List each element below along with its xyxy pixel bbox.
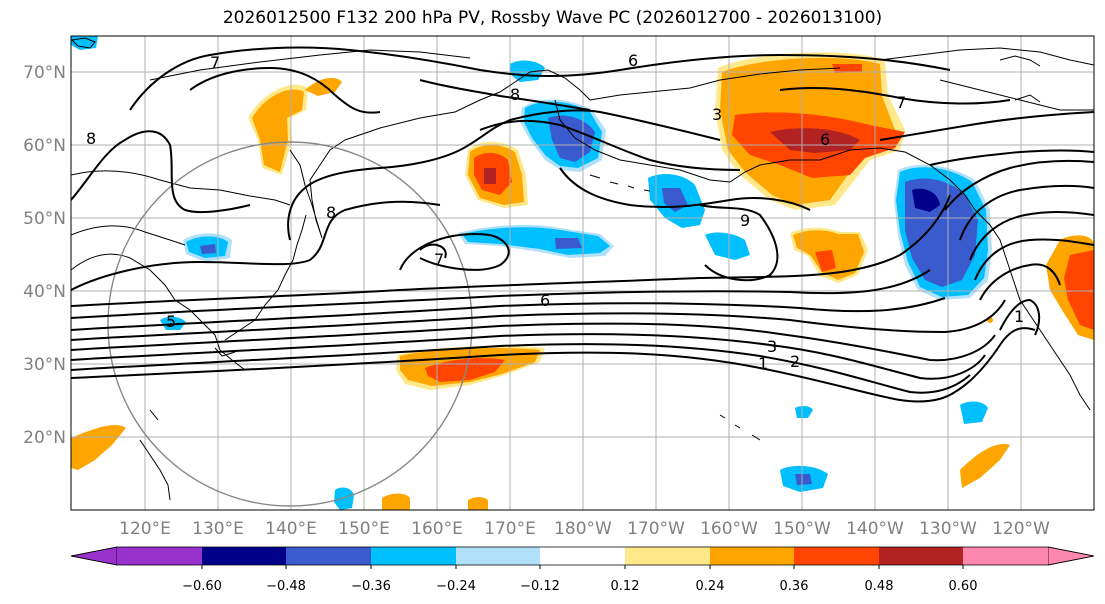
contour-label: 2 <box>790 352 800 371</box>
colorbar-segment <box>710 547 794 565</box>
contour-label: 8 <box>510 85 520 104</box>
colorbar-segment <box>879 547 963 565</box>
lon-label: 140°W <box>846 519 904 539</box>
colorbar-tick-label: 0.12 <box>611 579 640 594</box>
colorbar-segment <box>794 547 879 565</box>
colorbar-extend-low <box>70 546 118 566</box>
colorbar-segment <box>371 547 456 565</box>
contour-label: 8 <box>86 129 96 148</box>
lon-label: 160°E <box>411 519 463 539</box>
lon-label: 150°E <box>338 519 390 539</box>
colorbar-segment <box>117 547 202 565</box>
lon-label: 120°W <box>992 519 1050 539</box>
lon-label: 120°E <box>119 519 171 539</box>
contour-label: 1 <box>1014 307 1024 326</box>
contour-label: 5 <box>166 312 176 331</box>
colorbar-segment <box>625 547 710 565</box>
contour-label: 8 <box>326 203 336 222</box>
pv-contours <box>71 46 1094 403</box>
colorbar <box>70 546 1095 569</box>
lat-label: 70°N <box>23 63 66 83</box>
contour-label: 3 <box>767 337 777 356</box>
lat-label: 20°N <box>23 428 66 448</box>
colorbar-tick-label: −0.60 <box>182 579 222 594</box>
lon-label: 130°E <box>192 519 244 539</box>
contour-label: 1 <box>758 354 768 373</box>
lon-label: 150°W <box>773 519 831 539</box>
colorbar-segment <box>963 547 1048 565</box>
contour-label: 6 <box>540 291 550 310</box>
lat-label: 60°N <box>23 136 66 156</box>
colorbar-tick-label: 0.36 <box>780 579 809 594</box>
colorbar-tick-label: 0.48 <box>865 579 894 594</box>
lat-label: 40°N <box>23 282 66 302</box>
contour-label: 7 <box>896 93 906 112</box>
longitude-labels: 120°E 130°E 140°E 150°E 160°E 170°E 180°… <box>119 519 1050 539</box>
colorbar-segment <box>540 547 625 565</box>
colorbar-extend-high <box>1047 546 1095 566</box>
colorbar-tick-label: −0.24 <box>436 579 476 594</box>
contour-label: 6 <box>820 130 830 149</box>
map-title: 2026012500 F132 200 hPa PV, Rossby Wave … <box>222 8 883 28</box>
colorbar-ticks: −0.60 −0.48 −0.36 −0.24 −0.12 0.12 0.24 … <box>182 579 977 594</box>
lon-label: 140°E <box>265 519 317 539</box>
colorbar-tick-label: −0.48 <box>266 579 306 594</box>
colorbar-tick-label: 0.24 <box>696 579 725 594</box>
colorbar-segment <box>456 547 540 565</box>
colorbar-outline <box>70 546 1095 566</box>
reference-circle <box>107 141 473 507</box>
map-border <box>70 35 1095 511</box>
lon-label: 160°W <box>700 519 758 539</box>
contour-labels: 6 7 8 9 7 6 5 3 2 1 1 6 8 8 7 3 <box>86 51 1024 373</box>
contour-label: 6 <box>628 51 638 70</box>
colorbar-tick-label: 0.60 <box>949 579 978 594</box>
lon-label: 170°W <box>627 519 685 539</box>
lon-label: 170°E <box>484 519 536 539</box>
contour-label: 9 <box>740 211 750 230</box>
lon-label: 130°W <box>919 519 977 539</box>
colorbar-segment <box>202 547 286 565</box>
contour-label: 7 <box>210 53 220 72</box>
contour-label: 7 <box>434 250 444 269</box>
lon-label: 180°W <box>554 519 612 539</box>
contour-label: 3 <box>712 105 722 124</box>
lat-lon-gridlines <box>71 36 1094 510</box>
colorbar-segment <box>286 547 371 565</box>
latitude-labels: 70°N 60°N 50°N 40°N 30°N 20°N <box>23 63 66 448</box>
colorbar-tick-label: −0.36 <box>351 579 391 594</box>
lat-label: 30°N <box>23 355 66 375</box>
lat-label: 50°N <box>23 209 66 229</box>
colorbar-tick-label: −0.12 <box>520 579 560 594</box>
